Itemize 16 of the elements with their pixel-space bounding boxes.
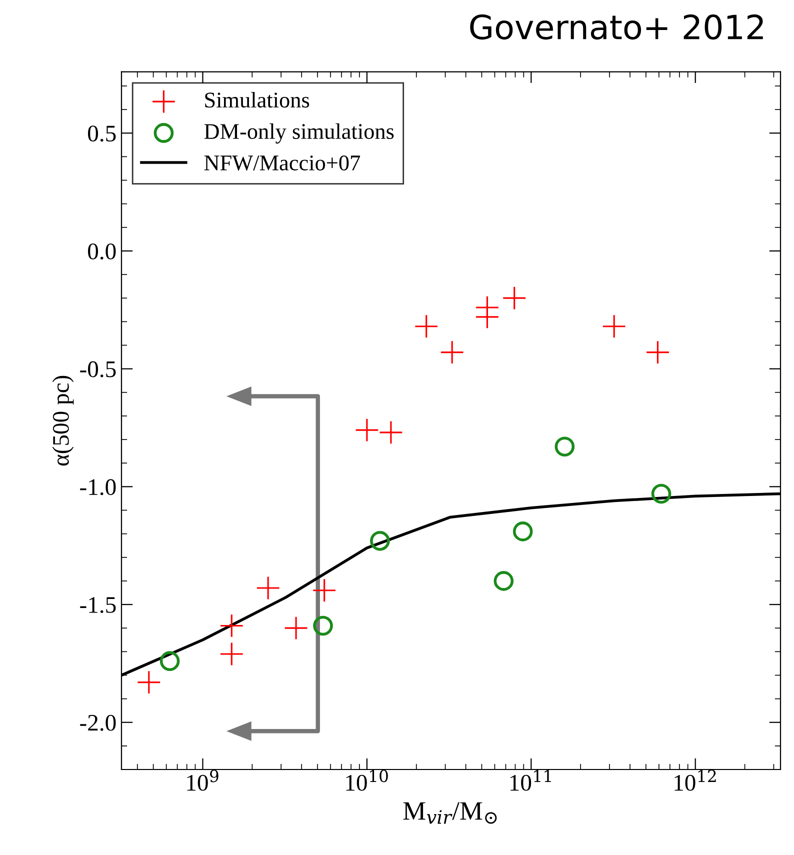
x-axis-title: M$_{vir}$/M$_{⊙}$: [403, 802, 497, 824]
chart-title: Governato+ 2012: [470, 14, 763, 40]
x-tick-label: 10$^{10}$: [346, 770, 388, 791]
legend-label: NFW/Maccio+07: [204, 155, 360, 171]
y-axis-title: α(500 pc): [52, 376, 74, 466]
x-tick-label: 10$^{11}$: [510, 770, 551, 791]
y-tick-label: 0.0: [88, 243, 116, 260]
x-tick-label: 10$^{12}$: [674, 770, 716, 791]
legend-label: Simulations: [205, 92, 310, 108]
y-tick-label: -2.0: [80, 714, 116, 731]
y-tick-label: -1.0: [80, 479, 116, 496]
x-tick-label: 10$^{9}$: [187, 770, 218, 791]
legend-label: DM-only simulations: [204, 123, 394, 144]
y-tick-label: -0.5: [80, 361, 116, 378]
y-tick-label: -1.5: [80, 597, 116, 614]
y-tick-label: 0.5: [88, 126, 116, 142]
